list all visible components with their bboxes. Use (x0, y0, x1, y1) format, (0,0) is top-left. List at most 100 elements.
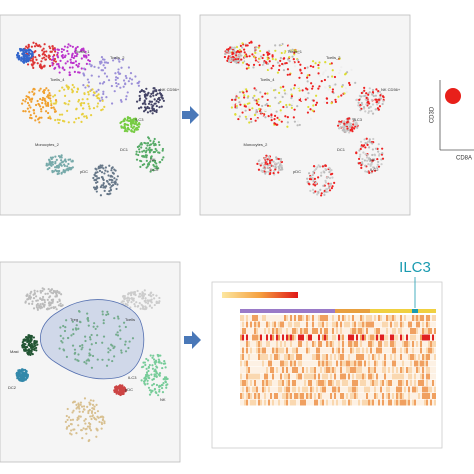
heat-cell (282, 386, 284, 393)
heat-cell (270, 321, 272, 328)
heat-cell (352, 347, 354, 354)
heat-cell (240, 334, 242, 341)
heat-cell (358, 321, 360, 328)
point (119, 329, 122, 332)
point (94, 188, 97, 191)
point (359, 153, 362, 156)
point (376, 107, 380, 110)
heat-cell (422, 360, 424, 367)
heat-cell (240, 399, 242, 406)
heat-cell (406, 354, 408, 360)
point (234, 98, 237, 101)
heat-cell (336, 328, 338, 334)
point (373, 154, 377, 157)
heat-cell (354, 373, 356, 380)
point (74, 51, 77, 55)
heat-cell (246, 354, 248, 360)
heat-cell (260, 315, 262, 321)
heat-cell (394, 386, 396, 393)
point (381, 147, 384, 150)
heat-cell (332, 328, 334, 334)
heat-cell (396, 315, 398, 321)
heat-cell (296, 354, 298, 360)
heat-cell (434, 315, 436, 321)
point (32, 307, 36, 310)
point (37, 44, 40, 48)
heat-cell (382, 354, 384, 360)
point (104, 186, 107, 189)
heat-cell (382, 399, 384, 406)
heat-cell (406, 347, 408, 354)
point (160, 105, 163, 108)
heat-cell (360, 341, 362, 347)
heat-cell (414, 341, 416, 347)
heat-cell (400, 399, 402, 406)
cluster-label: Tcells_4 (50, 77, 65, 82)
heat-cell (330, 334, 332, 341)
heat-cell (316, 354, 318, 360)
point (270, 119, 273, 122)
heat-cell (310, 321, 312, 328)
point (348, 124, 351, 127)
point (102, 92, 105, 96)
heat-cell (334, 347, 336, 354)
point (330, 62, 333, 65)
point (86, 317, 89, 320)
heat-cell (294, 341, 296, 347)
heat-cell (358, 347, 360, 354)
heat-cell (328, 321, 330, 328)
point (238, 115, 241, 118)
heat-cell (382, 347, 384, 354)
heat-cell (340, 328, 342, 334)
point (65, 319, 68, 322)
heat-cell (332, 393, 334, 399)
heat-cell (270, 373, 272, 380)
heat-cell (380, 399, 382, 406)
point (67, 121, 70, 124)
heat-cell (334, 341, 336, 347)
point (277, 161, 280, 164)
point (71, 66, 74, 69)
heat-cell (242, 393, 244, 399)
heat-cell (334, 386, 336, 393)
point (37, 102, 40, 106)
heat-cell (254, 334, 256, 341)
heat-cell (374, 341, 376, 347)
heat-cell (416, 399, 418, 406)
point (36, 343, 39, 346)
point (100, 56, 104, 59)
point (29, 345, 33, 348)
heat-cell (390, 380, 392, 386)
point (87, 359, 91, 362)
heat-cell (298, 373, 300, 380)
point (228, 51, 231, 55)
heat-cell (270, 354, 272, 360)
heat-cell (354, 360, 356, 367)
heat-cell (370, 328, 372, 334)
heatmap (240, 309, 436, 406)
point (246, 106, 249, 109)
point (117, 317, 120, 320)
point (240, 54, 243, 57)
point (107, 347, 110, 350)
point (53, 108, 56, 111)
point (325, 97, 328, 100)
heat-cell (292, 393, 294, 399)
point (86, 84, 89, 87)
point (66, 60, 69, 63)
point (130, 130, 134, 133)
heat-cell (396, 334, 398, 341)
point (268, 162, 272, 165)
point (91, 88, 94, 91)
point (95, 403, 98, 406)
point (259, 49, 262, 53)
point (89, 89, 92, 93)
point (102, 81, 106, 84)
point (82, 427, 85, 430)
heat-cell (294, 334, 296, 341)
point (257, 46, 260, 49)
cluster-label: ILC3 (354, 117, 363, 122)
heat-cell (328, 334, 330, 341)
point (292, 116, 295, 119)
heat-cell (306, 321, 308, 328)
